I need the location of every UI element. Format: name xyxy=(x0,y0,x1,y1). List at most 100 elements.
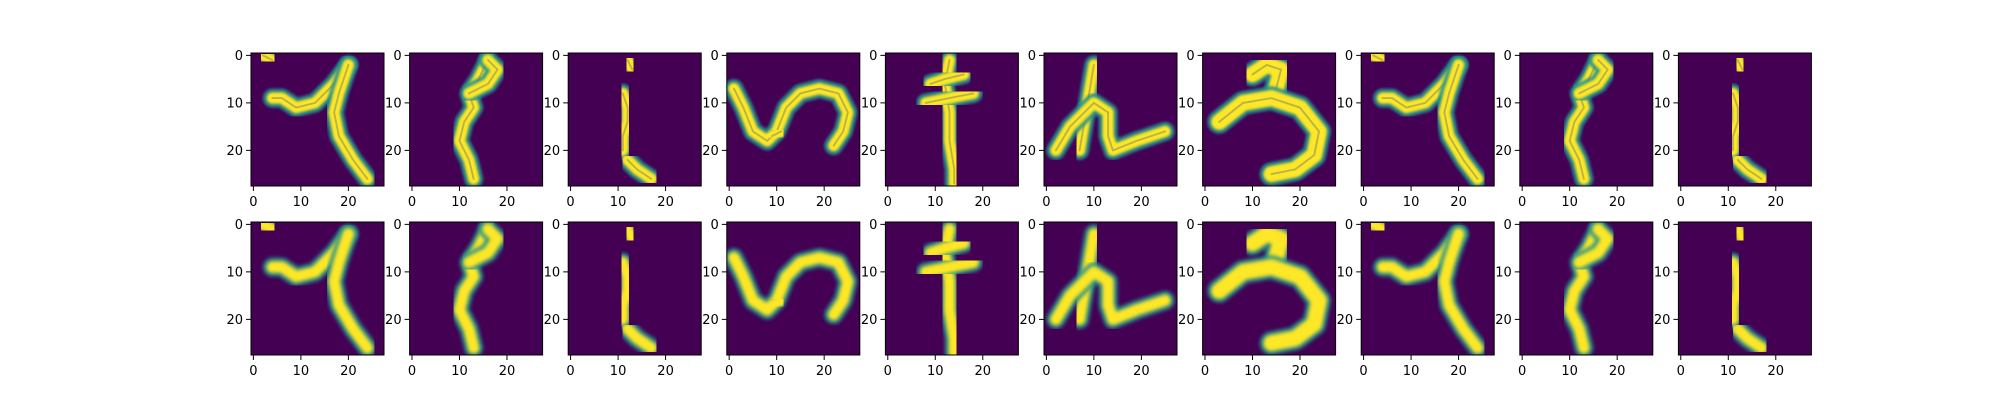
x-tick-label: 10 xyxy=(768,195,785,210)
y-tick-label: 0 xyxy=(869,49,877,64)
x-tick-label: 20 xyxy=(340,195,357,210)
y-tick-label: 20 xyxy=(1019,144,1036,159)
y-tick-label: 10 xyxy=(702,96,719,111)
axes-frame xyxy=(1043,221,1178,356)
glyph-stroke xyxy=(1727,256,1744,326)
glyph xyxy=(1560,53,1618,186)
x-tick-label: 0 xyxy=(725,364,733,379)
glyph-noise xyxy=(1054,101,1167,152)
glyph-noise xyxy=(732,87,849,147)
image-panel: 0 10 20 0 10 20 xyxy=(702,218,861,379)
glyph-stroke xyxy=(328,59,374,185)
glyph xyxy=(1723,222,1771,355)
glyph-noise xyxy=(929,73,965,85)
y-tick-label: 0 xyxy=(393,218,401,233)
glyph-noise xyxy=(468,59,499,95)
x-tick-label: 10 xyxy=(610,364,627,379)
x-tick-label: 20 xyxy=(1768,195,1785,210)
glyph-stroke xyxy=(1244,56,1290,97)
glyph-noise xyxy=(924,92,975,104)
glyph-noise xyxy=(621,92,629,152)
image-panel: 0 10 20 0 10 20 xyxy=(226,49,385,210)
image-panel: 0 10 20 0 10 20 xyxy=(861,218,1019,379)
glyph xyxy=(1046,55,1175,160)
y-tick-label: 0 xyxy=(1345,49,1353,64)
glyph-stroke xyxy=(1573,54,1614,100)
y-tick-label: 20 xyxy=(1178,313,1195,328)
axes-frame xyxy=(1360,221,1495,356)
glyph-stroke xyxy=(328,228,374,354)
x-tick-label: 0 xyxy=(249,364,257,379)
y-tick-label: 20 xyxy=(385,144,402,159)
x-tick-label: 0 xyxy=(725,195,733,210)
axes-frame xyxy=(250,52,385,187)
glyph xyxy=(450,222,507,355)
y-tick-label: 10 xyxy=(385,96,402,111)
y-tick-label: 20 xyxy=(385,313,402,328)
x-tick-label: 0 xyxy=(1042,364,1050,379)
axes-frame xyxy=(1519,221,1654,356)
image-panel: 0 10 20 0 10 20 xyxy=(1495,218,1654,379)
glyph-noise xyxy=(626,59,634,71)
glyph-noise xyxy=(1732,92,1739,152)
axes-frame xyxy=(1202,221,1337,356)
x-tick-label: 10 xyxy=(1244,195,1261,210)
x-tick-label: 10 xyxy=(1720,364,1737,379)
image-panel: 0 10 20 0 10 20 xyxy=(544,49,702,210)
y-tick-label: 20 xyxy=(1495,313,1512,328)
axes-frame xyxy=(884,52,1019,187)
axes-frame xyxy=(726,52,861,187)
y-tick-label: 20 xyxy=(1495,144,1512,159)
glyph-stroke xyxy=(1211,259,1328,352)
y-tick-label: 20 xyxy=(702,144,719,159)
axes-frame xyxy=(409,52,544,187)
glyph-noise xyxy=(626,158,653,180)
axes-frame xyxy=(567,221,702,356)
y-tick-label: 20 xyxy=(1654,313,1671,328)
y-tick-label: 10 xyxy=(1178,265,1195,280)
y-tick-label: 10 xyxy=(861,96,878,111)
axes-frame xyxy=(1677,221,1812,356)
glyph-stroke xyxy=(924,68,970,90)
y-tick-label: 20 xyxy=(544,313,561,328)
x-tick-label: 10 xyxy=(451,195,468,210)
glyph xyxy=(726,248,858,325)
glyph-stroke xyxy=(766,294,788,311)
glyph-stroke xyxy=(1727,87,1744,157)
glyph-stroke xyxy=(1367,53,1389,66)
glyph-stroke xyxy=(728,251,854,321)
glyph-stroke xyxy=(617,87,634,157)
y-tick-label: 10 xyxy=(1019,96,1036,111)
axes-frame xyxy=(567,52,702,187)
x-tick-label: 0 xyxy=(1518,364,1526,379)
glyph xyxy=(1363,53,1488,186)
glyph-noise xyxy=(1372,54,1384,62)
x-tick-label: 10 xyxy=(927,195,944,210)
y-tick-label: 10 xyxy=(1178,96,1195,111)
x-tick-label: 10 xyxy=(1403,364,1420,379)
x-tick-label: 10 xyxy=(1720,195,1737,210)
glyph-noise xyxy=(261,54,274,62)
glyph-stroke xyxy=(1732,323,1768,354)
glyph-noise xyxy=(1736,158,1763,180)
axes-frame xyxy=(409,221,544,356)
glyph-stroke xyxy=(924,237,970,259)
x-tick-label: 0 xyxy=(408,195,416,210)
glyph-stroke xyxy=(1732,223,1749,245)
glyph xyxy=(1207,222,1331,355)
y-tick-label: 20 xyxy=(1654,144,1671,159)
glyph-stroke xyxy=(621,54,638,76)
glyph-noise xyxy=(1443,63,1479,180)
y-tick-label: 20 xyxy=(226,144,243,159)
y-tick-label: 20 xyxy=(544,144,561,159)
x-tick-label: 0 xyxy=(249,195,257,210)
x-tick-label: 0 xyxy=(408,364,416,379)
glyph-stroke xyxy=(257,222,279,235)
x-tick-label: 0 xyxy=(1359,364,1367,379)
x-tick-label: 0 xyxy=(1518,195,1526,210)
y-tick-label: 10 xyxy=(861,265,878,280)
glyph-noise xyxy=(1578,59,1609,95)
glyph-stroke xyxy=(920,87,979,109)
glyph xyxy=(916,53,983,186)
y-tick-label: 0 xyxy=(1504,218,1512,233)
